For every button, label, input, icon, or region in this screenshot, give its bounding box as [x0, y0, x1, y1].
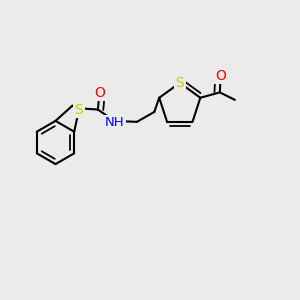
Text: S: S [176, 76, 184, 90]
Text: NH: NH [105, 116, 124, 129]
Text: O: O [215, 69, 226, 83]
Text: O: O [94, 86, 105, 100]
Text: S: S [74, 103, 83, 116]
